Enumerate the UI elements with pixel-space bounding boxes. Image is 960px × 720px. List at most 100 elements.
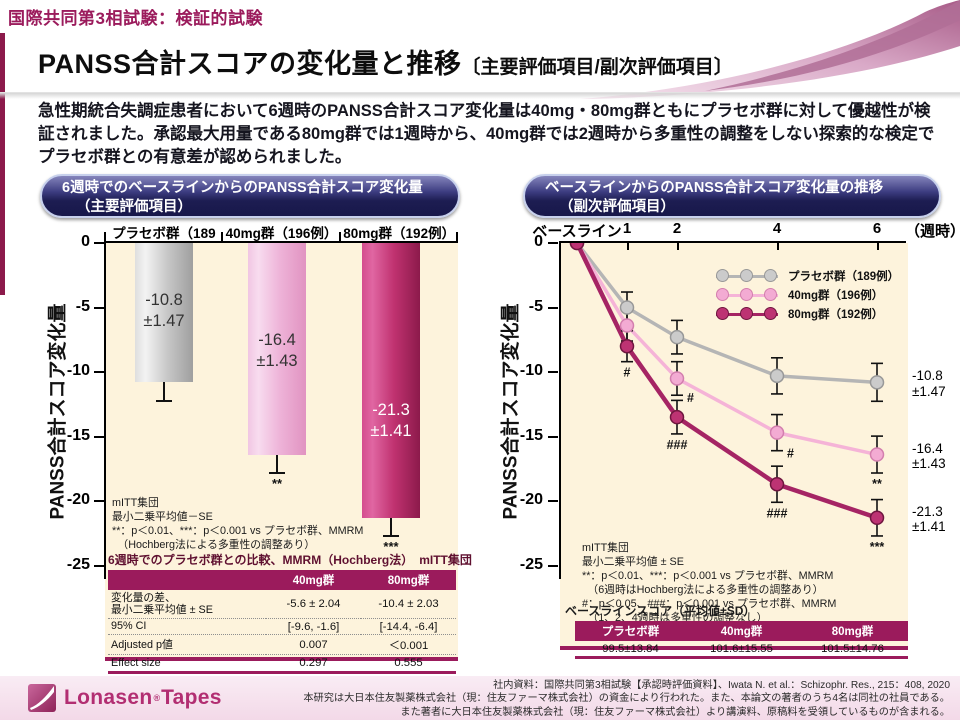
marker-s1-p2 (669, 371, 685, 386)
table-cell: 101.5±14.76 (821, 642, 884, 655)
bar-significance-1: ** (271, 476, 283, 491)
decorative-swoosh (580, 0, 960, 99)
comparison-table: 6週時でのプラセボ群との比較、MMRM（Hochberg法） mITT集団 40… (108, 551, 472, 674)
table-header-cell (108, 570, 266, 590)
marker-s0-p2 (669, 329, 685, 345)
footer: Lonasen ® Tapes 社内資料：国際共同第3相試験【承認時評価資料】、Iw… (0, 676, 960, 720)
bar-significance-2: *** (383, 539, 399, 554)
right-chart-title-pill: ベースラインからのPANSS合計スコア変化量の推移 （副次評価項目） (523, 174, 941, 218)
comparison-table-title: 6週時でのプラセボ群との比較、MMRM（Hochberg法） mITT集団 (108, 553, 472, 567)
bar-0 (135, 243, 193, 382)
table-header-cell: プラセボ群 (575, 621, 686, 641)
registered-mark: ® (153, 693, 161, 703)
group-label-40mg: 40mg群（196例） (225, 226, 338, 241)
annotation-s1-p2: # (687, 391, 694, 405)
bar-value-label-0: -10.8 ±1.47 (143, 291, 185, 330)
bar-2 (362, 243, 420, 518)
bar-value-label-2: -21.3 ±1.41 (370, 401, 412, 440)
bar-error-cap-1 (269, 472, 285, 474)
bar-chart-group-labels: プラセボ群（189例） 40mg群（196例） 80mg群（192例） (105, 222, 458, 262)
table-header-cell: 80mg群 (797, 621, 908, 641)
table-cell: -10.4 ± 2.03 (378, 597, 439, 610)
right-y-axis-label: PANSS合計スコア変化量 (500, 303, 522, 520)
annotation-s1-p3: # (787, 447, 794, 461)
marker-s0-p3 (769, 368, 785, 384)
logo-word-tapes: Tapes (161, 686, 222, 709)
bar-chart-y-axis (104, 241, 106, 579)
table-row: 変化量の差、 最小二乗平均値 ± SE -5.6 ± 2.04 -10.4 ± 2.… (108, 590, 456, 618)
annotation-s2-p2: ### (667, 438, 688, 452)
table-cell: 99.5±13.84 (602, 642, 659, 655)
logo-word-lonasen: Lonasen (64, 686, 153, 709)
lonasen-logo: Lonasen ® Tapes (28, 684, 222, 712)
right-y-tick-label: 0 (534, 233, 543, 250)
right-pill-line1: ベースラインからのPANSS合計スコア変化量の推移 (545, 180, 884, 196)
bar-error-line-1 (276, 455, 278, 473)
bar-chart-footnote: mITT集団 最小二乗平均値－SE **：p＜0.01、***：p＜0.001 … (112, 497, 364, 552)
marker-s2-p1 (619, 338, 635, 354)
bar-axis-tick (456, 232, 458, 242)
bar-axis-tick (104, 232, 106, 242)
table-cell: Adjusted p値 (108, 634, 266, 655)
table-header-cell: 40mg群 (266, 570, 361, 590)
bar-error-line-2 (390, 518, 392, 536)
marker-s2-p2 (669, 409, 685, 425)
x-axis-unit-label: （週時） (905, 223, 960, 240)
x-tick-label-0: ベースライン (532, 223, 622, 240)
left-y-axis-label: PANSS合計スコア変化量 (47, 303, 69, 520)
table-header-cell: 80mg群 (361, 570, 456, 590)
marker-s1-p1 (619, 318, 635, 333)
table-cell: Effect size (108, 654, 266, 673)
table-cell: 0.297 (266, 654, 361, 673)
line-chart-y-axis (559, 241, 561, 579)
baseline-table-grid: プラセボ群 40mg群 80mg群 99.5±13.84 101.6±15.55 101.… (575, 621, 908, 659)
line-chart-canvas: ##**#######*** (569, 243, 885, 554)
marker-s2-p3 (769, 476, 785, 492)
group-label-80mg: 80mg群（192例） (343, 226, 456, 241)
line-chart-top-axis (559, 241, 906, 243)
table-header-cell: 40mg群 (686, 621, 797, 641)
lonasen-logo-icon (28, 684, 56, 712)
table-cell: 101.6±15.55 (710, 642, 773, 655)
annotation-s1-p4: ** (872, 477, 882, 491)
marker-s2-p4 (869, 510, 885, 526)
table-cell: -5.6 ± 2.04 (286, 597, 341, 610)
baseline-score-table: ベースラインスコア（平均値±SD） プラセボ群 40mg群 80mg群 99.5±13… (565, 602, 908, 659)
marker-s1-p4 (869, 447, 885, 462)
bar-value-label-1: -16.4 ±1.43 (256, 331, 298, 370)
table-cell: 95% CI (108, 617, 266, 635)
bar-chart-plot-area: -10.8 ±1.47 -16.4 ±1.43 ** -21.3 ±1.41 *** (105, 243, 458, 661)
bar-axis-tick (339, 232, 341, 242)
marker-s2-p0 (569, 243, 585, 251)
left-y-tick (94, 371, 104, 373)
study-type-header: 国際共同第3相試験：検証的試験 (8, 9, 263, 28)
page-title: PANSS合計スコアの変化量と推移〔主要評価項目/副次評価項目〕 (38, 42, 733, 81)
accent-strip (0, 33, 5, 295)
x-tick-label-3: 4 (772, 220, 782, 237)
table-cell: [-9.6, -1.6] (266, 617, 361, 635)
annotation-s2-p1: # (624, 366, 631, 380)
table-row: Effect size 0.297 0.555 (108, 654, 456, 673)
citation-line-3: また著者に大日本住友製薬株式会社（現：住友ファーマ株式会社）より講演料、原稿料を… (400, 706, 950, 718)
bar-error-cap-2 (383, 535, 399, 537)
table-cell: ＜0.001 (361, 634, 456, 655)
left-y-tick (94, 435, 104, 438)
annotation-s2-p3: ### (767, 506, 788, 520)
x-tick-label-1: 1 (622, 220, 632, 237)
left-pill-line1: 6週時でのベースラインからのPANSS合計スコア変化量 (62, 180, 423, 196)
footer-citations: 社内資料：国際共同第3相試験【承認時評価資料】、Iwata N. et al.：… (303, 679, 950, 719)
bar-error-cap-0 (156, 400, 172, 402)
left-chart-title-pill: 6週時でのベースラインからのPANSS合計スコア変化量 （主要評価項目） (40, 174, 460, 218)
title-main: PANSS合計スコアの変化量と推移 (38, 49, 462, 79)
table-row: 95% CI [-9.6, -1.6] [-14.4, -6.4] (108, 617, 456, 635)
left-y-tick (94, 306, 104, 309)
right-pill-line2: （副次評価項目） (559, 199, 675, 216)
bar-1 (248, 243, 306, 455)
citation-line-2: 本研究は大日本住友製薬株式会社（現：住友ファーマ株式会社）の資金により行われた。… (303, 693, 950, 705)
bar-error-line-0 (163, 382, 165, 401)
table-cell: [-14.4, -6.4] (361, 617, 456, 635)
annotation-s2-p4: *** (870, 540, 885, 554)
left-y-tick (94, 564, 104, 567)
table-row: 99.5±13.84 101.6±15.55 101.5±14.76 (575, 641, 908, 658)
